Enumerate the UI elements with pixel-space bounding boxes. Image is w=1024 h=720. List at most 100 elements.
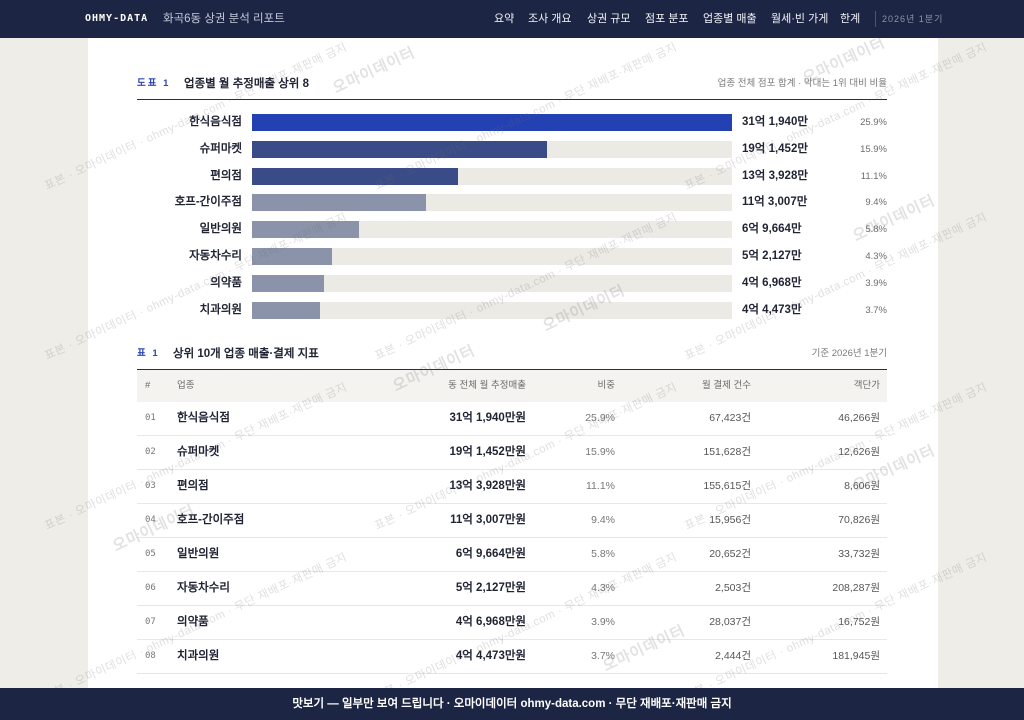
bar-row: 일반의원 6억 9,664만 5.8% — [137, 216, 887, 243]
bar-value-label: 6억 9,664만 — [742, 223, 802, 236]
column-header-avg-ticket: 객단가 — [853, 380, 880, 391]
bar-track — [252, 140, 732, 158]
bar-share-label: 15.9% — [860, 143, 887, 155]
cell-payment-count: 155,615건 — [703, 480, 751, 492]
bar-share-label: 11.1% — [860, 170, 887, 182]
cell-monthly-sales: 5억 2,127만원 — [455, 582, 526, 594]
bar-category-label: 편의점 — [210, 169, 242, 182]
figure-title: 업종별 월 추정매출 상위 8 — [184, 78, 309, 90]
nav-item-store-distribution[interactable]: 점포 분포 — [645, 13, 689, 25]
bar-track — [252, 301, 732, 319]
bar — [252, 194, 426, 212]
bar-value-label: 19억 1,452만 — [742, 142, 808, 155]
cell-share: 9.4% — [591, 514, 615, 526]
report-period: 2026년 1분기 — [875, 11, 1024, 27]
table-column-header: # 업종 동 전체 월 추정매출 비중 월 결제 건수 객단가 — [137, 370, 887, 402]
table-label: 표 1 — [137, 348, 160, 359]
bar-value-label: 5억 2,127만 — [742, 249, 802, 262]
bar-value-label: 4억 6,968만 — [742, 276, 802, 289]
cell-monthly-sales: 4억 6,968만원 — [455, 616, 526, 628]
table-row: 07 의약품 4억 6,968만원 3.9% 28,037건 16,752원 — [137, 606, 887, 640]
cell-avg-ticket: 33,732원 — [838, 548, 880, 560]
cell-avg-ticket: 46,266원 — [838, 412, 880, 424]
brand-logo[interactable]: OHMY-DATA — [85, 13, 149, 24]
cell-share: 5.8% — [591, 548, 615, 560]
nav-item-survey-overview[interactable]: 조사 개요 — [528, 13, 572, 25]
bar — [252, 167, 459, 185]
cell-industry: 호프-간이주점 — [177, 514, 245, 526]
table-title: 상위 10개 업종 매출·결제 지표 — [173, 348, 319, 360]
cell-payment-count: 151,628건 — [703, 446, 751, 458]
bar-value-label: 13억 3,928만 — [742, 169, 808, 182]
preview-notice-bar: 맛보기 — 일부만 보여 드립니다 · 오마이데이터 ohmy-data.com… — [0, 688, 1024, 720]
cell-rank: 02 — [145, 447, 156, 457]
cell-payment-count: 67,423건 — [709, 412, 751, 424]
bar-row: 한식음식점 31억 1,940만 25.9% — [137, 109, 887, 136]
bar-share-label: 4.3% — [865, 250, 887, 262]
bar-value-label: 4억 4,473만 — [742, 303, 802, 316]
table-body: 01 한식음식점 31억 1,940만원 25.9% 67,423건 46,266원 02 슈… — [137, 402, 887, 674]
cell-avg-ticket: 181,945원 — [832, 650, 880, 662]
bar-row: 슈퍼마켓 19억 1,452만 15.9% — [137, 136, 887, 163]
cell-payment-count: 28,037건 — [709, 616, 751, 628]
bar-track — [252, 247, 732, 265]
bar-row: 치과의원 4억 4,473만 3.7% — [137, 297, 887, 324]
cell-avg-ticket: 8,606원 — [844, 480, 880, 492]
bar — [252, 301, 321, 319]
table-row: 04 호프-간이주점 11억 3,007만원 9.4% 15,956건 70,826원 — [137, 504, 887, 538]
cell-monthly-sales: 6억 9,664만원 — [455, 548, 526, 560]
cell-industry: 슈퍼마켓 — [177, 446, 220, 458]
bar-category-label: 치과의원 — [199, 303, 242, 316]
cell-share: 15.9% — [585, 446, 615, 458]
cell-avg-ticket: 16,752원 — [838, 616, 880, 628]
bar-category-label: 호프-간이주점 — [174, 196, 242, 209]
bar-track — [252, 221, 732, 239]
cell-payment-count: 2,444건 — [715, 650, 751, 662]
nav-item-rent-vacancy[interactable]: 월세·빈 가게 — [771, 13, 829, 25]
table-row: 02 슈퍼마켓 19억 1,452만원 15.9% 151,628건 12,626원 — [137, 436, 887, 470]
nav-item-limitations[interactable]: 한계 — [840, 13, 861, 25]
cell-share: 4.3% — [591, 582, 615, 594]
cell-monthly-sales: 4억 4,473만원 — [455, 650, 526, 662]
bar-row: 호프-간이주점 11억 3,007만 9.4% — [137, 189, 887, 216]
bar-category-label: 의약품 — [210, 276, 242, 289]
table-header: 표 1 상위 10개 업종 매출·결제 지표 기준 2026년 1분기 — [137, 346, 887, 362]
bar-category-label: 슈퍼마켓 — [199, 142, 242, 155]
bar — [252, 247, 333, 265]
column-header-rank: # — [145, 380, 151, 391]
bar — [252, 140, 547, 158]
bar-share-label: 3.7% — [865, 304, 887, 316]
column-header-payment-count: 월 결제 건수 — [702, 380, 751, 391]
cell-rank: 05 — [145, 549, 156, 559]
cell-industry: 치과의원 — [177, 650, 220, 662]
top-navigation-bar: OHMY-DATA 화곡6동 상권 분석 리포트 요약 조사 개요 상권 규모 … — [0, 0, 1024, 38]
nav-item-market-size[interactable]: 상권 규모 — [587, 13, 631, 25]
figure-divider — [137, 99, 887, 100]
nav-item-sales-by-industry[interactable]: 업종별 매출 — [703, 13, 757, 25]
column-header-share: 비중 — [597, 380, 615, 391]
cell-share: 11.1% — [586, 480, 615, 492]
bar-category-label: 일반의원 — [199, 223, 242, 236]
cell-monthly-sales: 19억 1,452만원 — [449, 446, 526, 458]
figure-header: 도표 1 업종별 월 추정매출 상위 8 업종 전체 점포 합계 · 막대는 1… — [137, 76, 887, 92]
table-row: 06 자동차수리 5억 2,127만원 4.3% 2,503건 208,287원 — [137, 572, 887, 606]
bar-track — [252, 194, 732, 212]
cell-payment-count: 2,503건 — [715, 582, 751, 594]
bar-share-label: 9.4% — [865, 197, 887, 209]
bar-share-label: 5.8% — [865, 224, 887, 236]
cell-industry: 자동차수리 — [177, 582, 230, 594]
bar-share-label: 3.9% — [865, 277, 887, 289]
bar-value-label: 11억 3,007만 — [742, 196, 808, 209]
column-header-monthly-sales: 동 전체 월 추정매출 — [448, 380, 526, 391]
bar — [252, 221, 360, 239]
cell-industry: 편의점 — [177, 480, 209, 492]
nav-item-summary[interactable]: 요약 — [494, 13, 515, 25]
table-row: 03 편의점 13억 3,928만원 11.1% 155,615건 8,606원 — [137, 470, 887, 504]
cell-rank: 07 — [145, 617, 156, 627]
cell-share: 3.9% — [591, 616, 615, 628]
bar-row: 의약품 4억 6,968만 3.9% — [137, 270, 887, 297]
cell-rank: 04 — [145, 515, 156, 525]
table-divider — [137, 369, 887, 370]
report-title: 화곡6동 상권 분석 리포트 — [163, 13, 285, 25]
cell-rank: 06 — [145, 583, 156, 593]
